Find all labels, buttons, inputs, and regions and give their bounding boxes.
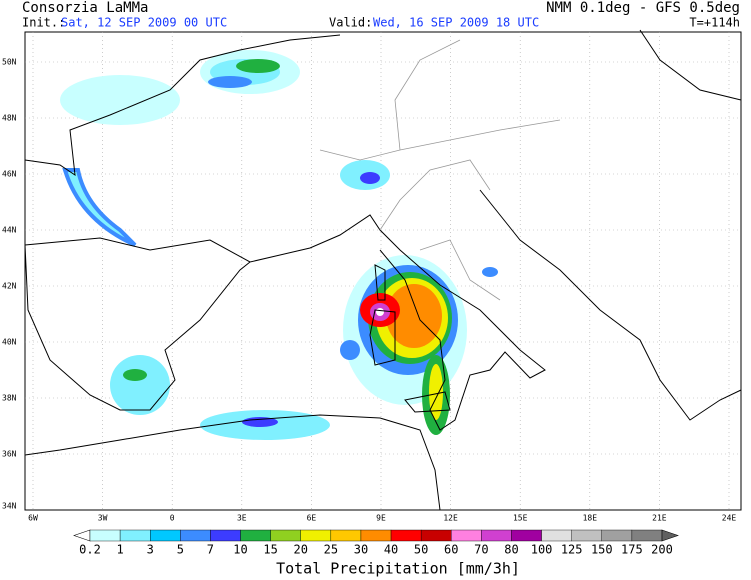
lat-label: 40N — [2, 338, 17, 347]
colorbar-label: 25 — [324, 543, 338, 557]
lat-label: 42N — [2, 282, 17, 291]
lon-label: 15E — [513, 514, 528, 523]
lon-label: 9E — [376, 514, 386, 523]
lon-label: 6E — [307, 514, 317, 523]
colorbar-label: 40 — [384, 543, 398, 557]
lat-label: 36N — [2, 450, 17, 459]
colorbar-label: 100 — [531, 543, 553, 557]
colorbar-swatch — [119, 529, 151, 542]
colorbar-swatch — [330, 529, 362, 542]
borders — [319, 39, 561, 301]
colorbar-label: 0.2 — [79, 543, 101, 557]
colorbar-swatch — [420, 529, 452, 542]
colorbar-swatch — [150, 529, 181, 542]
valid-label: Valid: — [329, 16, 372, 30]
init-label: Init.: — [22, 16, 65, 30]
valid-date: Wed, 16 SEP 2009 18 UTC — [373, 16, 539, 30]
colorbar-label: 150 — [591, 543, 613, 557]
lat-label: 48N — [2, 114, 17, 123]
colorbar-label: 10 — [233, 543, 247, 557]
colorbar-swatch — [451, 529, 482, 542]
colorbar-label: 15 — [263, 543, 277, 557]
lat-label: 46N — [2, 170, 17, 179]
lat-label: 38N — [2, 394, 17, 403]
model: NMM 0.1deg - GFS 0.5deg — [546, 0, 740, 16]
precip-field — [60, 50, 498, 440]
colorbar-label: 125 — [561, 543, 583, 557]
lon-label: 6W — [28, 514, 38, 523]
colorbar-low-arrow — [73, 529, 91, 542]
colorbar-label: 70 — [474, 543, 488, 557]
colorbar-label: 20 — [294, 543, 308, 557]
colorbar-label: 200 — [651, 543, 673, 557]
colorbar-label: 50 — [414, 543, 428, 557]
init-date: Sat, 12 SEP 2009 00 UTC — [61, 16, 227, 30]
colorbar-label: 175 — [621, 543, 643, 557]
lon-label: 12E — [443, 514, 458, 523]
lon-label: 18E — [583, 514, 598, 523]
colorbar-swatch — [541, 529, 572, 542]
colorbar-swatch — [89, 529, 121, 542]
colorbar-swatch — [240, 529, 271, 542]
colorbar-label: 60 — [444, 543, 458, 557]
colorbar-label: 30 — [354, 543, 368, 557]
map — [24, 29, 742, 511]
colorbar-swatch — [631, 529, 663, 542]
colorbar-swatch — [481, 529, 512, 542]
colorbar-swatch — [390, 529, 422, 542]
colorbar-label: 3 — [147, 543, 154, 557]
colorbar-swatch — [511, 529, 542, 542]
colorbar-swatch — [210, 529, 241, 542]
lon-label: 21E — [652, 514, 667, 523]
lat-label: 44N — [2, 226, 17, 235]
coastlines — [24, 29, 742, 511]
lat-label: 50N — [2, 58, 17, 67]
colorbar-swatch — [601, 529, 633, 542]
colorbar-swatch — [571, 529, 602, 542]
colorbar-high-arrow — [661, 529, 679, 542]
colorbar: 0.2 1 3 5 7 10 15 20 25 30 40 50 60 70 80 100 125 150 175 2… — [73, 529, 679, 557]
colorbar-label: 7 — [207, 543, 214, 557]
title: Consorzia LaMMa — [22, 0, 148, 16]
colorbar-label: 80 — [504, 543, 518, 557]
lon-label: 3E — [237, 514, 247, 523]
colorbar-swatch — [360, 529, 392, 542]
lat-label: 34N — [2, 502, 17, 511]
lead-time: T=+114h — [689, 16, 740, 30]
colorbar-title: Total Precipitation [mm/3h] — [276, 560, 520, 578]
colorbar-swatch — [300, 529, 332, 542]
lon-label: 3W — [98, 514, 108, 523]
grid — [25, 32, 741, 510]
colorbar-label: 5 — [177, 543, 184, 557]
colorbar-label: 1 — [116, 543, 123, 557]
lon-label: 24E — [722, 514, 737, 523]
lon-label: 0 — [170, 514, 175, 523]
colorbar-swatch — [180, 529, 211, 542]
colorbar-swatch — [270, 529, 301, 542]
